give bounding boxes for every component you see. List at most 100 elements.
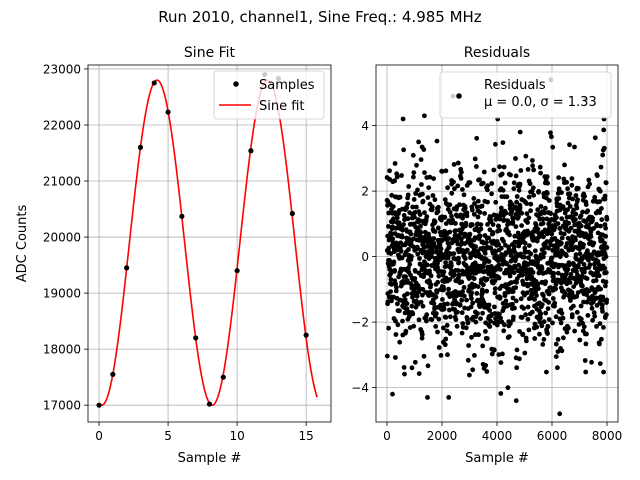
residual-point — [394, 174, 400, 180]
residual-point — [507, 232, 512, 238]
residual-point — [565, 200, 571, 206]
residual-point — [399, 173, 404, 178]
residual-point — [552, 300, 558, 306]
residual-point — [594, 324, 599, 329]
residual-point — [556, 175, 562, 181]
residual-point — [431, 176, 436, 182]
residual-point — [466, 343, 471, 348]
residual-point — [478, 316, 483, 321]
residual-point — [471, 196, 477, 201]
residual-point — [467, 231, 473, 237]
residual-point — [490, 222, 496, 227]
residual-point — [595, 269, 600, 275]
residual-point — [586, 257, 591, 263]
p1-ytick-label: −2 — [351, 316, 369, 330]
residual-point — [594, 223, 600, 229]
residual-point — [514, 194, 520, 199]
residual-point — [485, 199, 490, 205]
residual-point — [567, 280, 573, 285]
residual-point — [577, 337, 583, 343]
residual-point — [545, 180, 550, 186]
residual-point — [455, 268, 461, 273]
residual-point — [460, 215, 465, 221]
residual-point — [404, 301, 410, 306]
residual-point — [602, 193, 608, 199]
residual-point — [472, 201, 477, 206]
sample-point — [151, 80, 157, 86]
residual-point — [550, 144, 556, 150]
residual-point — [566, 325, 571, 331]
residuals-points — [384, 77, 610, 417]
residual-point — [597, 361, 603, 366]
residual-point — [433, 324, 439, 329]
residual-point — [589, 305, 595, 311]
residual-point — [535, 226, 541, 232]
residual-point — [505, 385, 511, 391]
sample-point — [124, 265, 130, 271]
p1-xtick-label: 8000 — [592, 429, 623, 443]
residual-point — [581, 324, 587, 330]
residual-point — [489, 181, 495, 186]
residual-point — [409, 254, 414, 259]
residual-point — [403, 274, 408, 280]
residual-point — [421, 272, 427, 277]
residual-point — [446, 244, 452, 250]
residual-point — [440, 237, 445, 243]
residual-point — [532, 336, 538, 341]
residual-point — [492, 304, 497, 310]
residual-point — [461, 285, 467, 290]
residual-point — [453, 221, 458, 226]
residual-point — [587, 181, 592, 187]
residual-point — [485, 183, 491, 189]
residual-point — [487, 308, 493, 313]
residual-point — [435, 261, 440, 266]
residual-point — [544, 369, 549, 375]
residual-point — [601, 369, 606, 375]
residual-point — [474, 204, 480, 210]
residual-point — [388, 251, 394, 256]
residual-point — [449, 213, 454, 219]
residual-point — [569, 182, 575, 188]
residual-point — [514, 365, 520, 371]
residual-point — [511, 215, 516, 221]
residual-point — [479, 203, 485, 209]
residual-point — [578, 223, 584, 229]
sample-point — [248, 148, 254, 154]
residual-point — [447, 331, 453, 336]
residual-point — [532, 248, 538, 254]
residual-point — [446, 286, 451, 292]
residual-point — [471, 211, 477, 217]
residual-point — [510, 219, 516, 225]
residual-point — [407, 261, 413, 267]
residual-point — [475, 311, 480, 316]
sample-point — [179, 213, 185, 219]
residual-point — [411, 174, 416, 180]
residual-point — [464, 247, 470, 253]
residual-point — [441, 269, 447, 275]
residual-point — [498, 245, 504, 251]
residual-point — [450, 217, 455, 223]
residual-point — [433, 294, 439, 300]
residual-point — [513, 156, 518, 161]
sample-point — [165, 109, 171, 115]
residual-point — [433, 311, 439, 316]
residual-point — [411, 170, 417, 176]
residual-point — [573, 217, 578, 223]
residual-point — [597, 341, 602, 347]
residual-point — [548, 211, 554, 217]
p0-xtick-label: 10 — [229, 429, 244, 443]
residual-point — [564, 253, 569, 259]
residual-point — [425, 395, 430, 400]
residual-point — [553, 341, 559, 347]
residual-point — [561, 335, 566, 341]
residual-point — [522, 240, 528, 246]
residual-point — [512, 305, 517, 311]
p1-xtick-label: 6000 — [537, 429, 568, 443]
residual-point — [451, 251, 457, 256]
residual-point — [452, 186, 457, 192]
residual-point — [525, 220, 530, 225]
residual-point — [564, 179, 570, 185]
residual-point — [390, 236, 396, 242]
residual-point — [602, 240, 607, 246]
residual-point — [571, 303, 576, 309]
